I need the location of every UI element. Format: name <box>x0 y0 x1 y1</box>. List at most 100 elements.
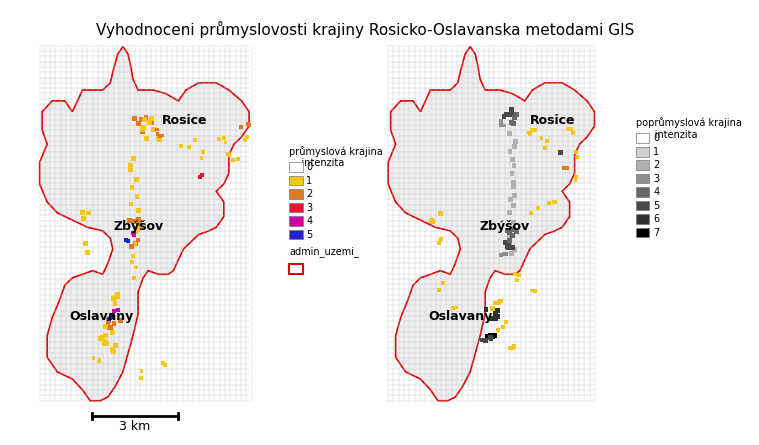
Bar <box>574 175 578 179</box>
Bar <box>490 306 495 311</box>
Bar <box>511 203 515 208</box>
Bar <box>116 308 120 312</box>
Bar <box>455 306 458 309</box>
Bar <box>136 222 140 227</box>
Bar <box>109 315 113 318</box>
Text: 2: 2 <box>307 189 313 199</box>
Bar <box>505 244 510 249</box>
Bar <box>496 328 500 332</box>
Bar <box>496 300 502 305</box>
Bar <box>441 281 445 285</box>
Bar <box>534 128 537 132</box>
Bar <box>200 173 204 177</box>
Bar <box>512 227 516 231</box>
Bar <box>289 216 303 226</box>
Bar <box>493 333 497 338</box>
Bar <box>158 134 162 138</box>
Text: Rosice: Rosice <box>530 114 575 127</box>
Bar <box>510 157 515 162</box>
Bar <box>493 311 498 316</box>
Text: průmyslová krajina
    intenzita: průmyslová krajina intenzita <box>289 146 383 168</box>
Bar <box>504 320 508 324</box>
Bar <box>126 239 130 243</box>
Bar <box>228 153 231 157</box>
Text: Rosice: Rosice <box>162 114 207 127</box>
Bar <box>569 128 573 131</box>
Bar <box>636 214 650 224</box>
Bar <box>128 218 132 223</box>
Bar <box>490 316 494 321</box>
Bar <box>565 166 569 170</box>
Bar <box>200 156 203 160</box>
Bar <box>143 116 149 120</box>
Bar <box>502 114 506 119</box>
Bar <box>193 138 197 142</box>
Bar <box>451 306 455 310</box>
Bar <box>489 336 493 341</box>
Bar <box>528 132 531 136</box>
Bar <box>509 346 512 350</box>
Bar <box>545 139 549 143</box>
Bar <box>160 134 164 138</box>
Bar <box>150 121 154 125</box>
Bar <box>92 356 96 360</box>
Text: Zbýšov: Zbýšov <box>114 220 164 233</box>
Bar <box>527 131 531 134</box>
Polygon shape <box>388 47 594 401</box>
Bar <box>124 238 128 242</box>
Bar <box>493 300 497 305</box>
Bar <box>547 202 551 205</box>
Bar <box>289 264 303 274</box>
Bar <box>139 117 143 122</box>
Text: 1: 1 <box>653 147 660 157</box>
Bar <box>111 296 115 301</box>
Bar <box>499 123 502 127</box>
Bar <box>536 206 540 210</box>
Bar <box>106 321 110 326</box>
Bar <box>98 336 102 341</box>
Bar <box>86 210 90 215</box>
Bar <box>97 360 101 364</box>
Bar <box>139 376 143 380</box>
Bar <box>247 123 251 127</box>
Bar <box>224 141 228 144</box>
Bar <box>571 131 575 135</box>
Bar <box>508 112 513 117</box>
Bar <box>134 194 140 199</box>
Bar <box>102 339 107 344</box>
Bar <box>553 200 556 204</box>
Bar <box>103 333 109 338</box>
Text: 7: 7 <box>653 227 660 238</box>
Bar <box>511 219 515 224</box>
Bar <box>509 121 514 125</box>
Bar <box>575 155 579 159</box>
Bar <box>512 193 518 198</box>
Bar <box>106 318 111 323</box>
Bar <box>128 163 133 168</box>
Bar <box>140 225 145 230</box>
Bar <box>488 333 493 338</box>
Bar <box>513 272 517 276</box>
Bar <box>502 240 507 245</box>
Bar <box>512 180 516 185</box>
Bar <box>112 301 118 306</box>
Bar <box>289 176 303 186</box>
Bar <box>246 122 250 126</box>
Bar <box>110 348 115 352</box>
Bar <box>111 330 115 335</box>
Bar <box>512 115 517 120</box>
Bar <box>514 112 518 117</box>
Bar <box>511 346 515 350</box>
Text: admin_uzemi_: admin_uzemi_ <box>289 246 359 257</box>
Bar <box>130 260 134 263</box>
Bar <box>509 111 514 116</box>
Bar <box>151 127 156 132</box>
Bar <box>438 211 442 216</box>
Bar <box>502 124 505 127</box>
Bar <box>132 219 137 224</box>
Bar <box>508 131 512 136</box>
Bar <box>289 230 303 239</box>
Bar <box>562 166 566 170</box>
Text: Vyhodnoceni průmyslovosti krajiny Rosicko-Oslavanska metodami GIS: Vyhodnoceni průmyslovosti krajiny Rosick… <box>96 20 635 38</box>
Text: 4: 4 <box>653 187 660 197</box>
